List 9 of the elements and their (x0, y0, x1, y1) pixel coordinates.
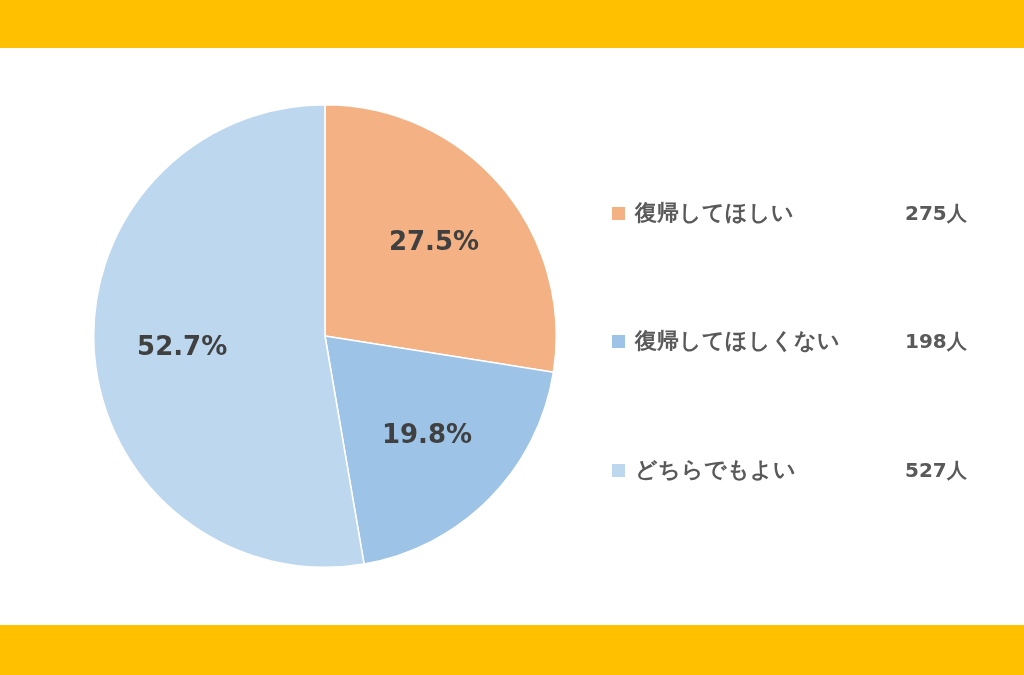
text: 275人 (905, 199, 967, 227)
text: 198人 (905, 327, 967, 355)
text: 527人 (905, 456, 967, 484)
data-label: 27.5% (388, 225, 480, 256)
data-label: 52.7% (137, 330, 228, 361)
legend-label: どちらでもよい (635, 456, 797, 484)
data-label: 19.8% (381, 419, 473, 450)
legend-label: 復帰してほしい (635, 199, 795, 227)
legend-label: 復帰してほしくない (635, 327, 841, 355)
